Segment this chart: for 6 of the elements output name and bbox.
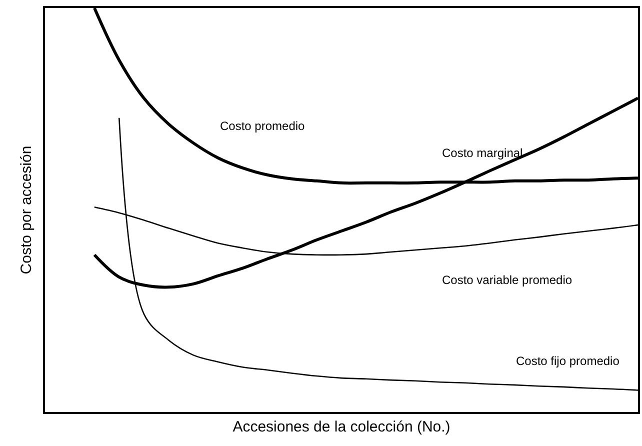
series-label: Costo fijo promedio [516,354,620,368]
series-label: Costo promedio [220,119,306,133]
y-axis-title: Costo por accesión [18,146,35,274]
x-axis-title: Accesiones de la colección (No.) [232,418,450,436]
text: Costo variable promedio [442,273,572,287]
series-label: Costo marginal [442,146,523,160]
